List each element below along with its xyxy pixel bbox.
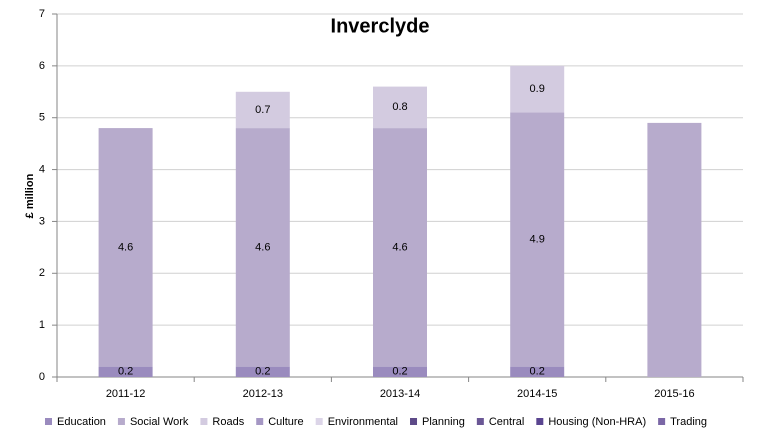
bar-segment — [98, 366, 153, 377]
bar-segment — [235, 366, 290, 377]
data-label: 0.2 — [392, 366, 407, 378]
legend-swatch — [200, 418, 208, 425]
legend-swatch — [410, 418, 418, 425]
bar-segment — [235, 91, 290, 129]
y-tick-label: 2 — [39, 267, 45, 279]
y-tick-label: 1 — [39, 319, 45, 331]
y-tick-label: 4 — [39, 163, 45, 175]
bar-segment — [647, 122, 702, 378]
data-label: 0.7 — [255, 104, 270, 116]
data-label: 0.9 — [530, 83, 545, 95]
bar-segment — [510, 112, 565, 367]
bar-segment — [235, 128, 290, 367]
legend-label: Social Work — [130, 416, 189, 428]
bar-segment — [373, 128, 427, 367]
legend-swatch — [45, 418, 52, 425]
y-tick-label: 6 — [39, 60, 45, 72]
y-axis-title: £ million — [24, 173, 36, 218]
bar-segment — [373, 86, 427, 129]
data-label: 4.6 — [118, 241, 133, 253]
x-tick-label: 2011-12 — [106, 388, 146, 400]
data-label: 4.9 — [530, 233, 545, 245]
bar-segment — [510, 65, 565, 113]
legend-label: Culture — [268, 416, 303, 428]
x-tick-label: 2013-14 — [380, 388, 420, 400]
y-tick-label: 5 — [39, 112, 45, 124]
bar-segment — [98, 128, 153, 367]
legend-swatch — [315, 418, 323, 425]
legend-label: Roads — [212, 416, 244, 428]
legend-swatch — [476, 418, 484, 425]
bar-segment — [373, 366, 427, 377]
data-label: 4.6 — [255, 241, 270, 253]
bar-segment — [510, 366, 565, 377]
data-label: 0.8 — [392, 101, 407, 113]
y-tick-label: 0 — [39, 371, 45, 383]
legend-swatch — [536, 418, 544, 425]
x-tick-label: 2014-15 — [517, 388, 557, 400]
data-label: 0.2 — [118, 366, 133, 378]
chart-title: Inverclyde — [331, 15, 430, 37]
y-tick-label: 7 — [39, 8, 45, 20]
legend-label: Education — [57, 416, 106, 428]
data-label: 0.2 — [255, 366, 270, 378]
x-tick-label: 2015-16 — [654, 388, 694, 400]
legend-label: Planning — [422, 416, 465, 428]
legend-label: Housing (Non-HRA) — [548, 416, 646, 428]
legend-label: Trading — [670, 416, 707, 428]
data-label: 0.2 — [530, 366, 545, 378]
x-tick-label: 2012-13 — [243, 388, 283, 400]
y-tick-label: 3 — [39, 215, 45, 227]
legend-swatch — [117, 418, 125, 425]
legend-label: Environmental — [328, 416, 398, 428]
data-label: 4.6 — [392, 241, 407, 253]
legend-label: Central — [489, 416, 524, 428]
legend-swatch — [658, 418, 666, 425]
legend-swatch — [256, 418, 264, 425]
